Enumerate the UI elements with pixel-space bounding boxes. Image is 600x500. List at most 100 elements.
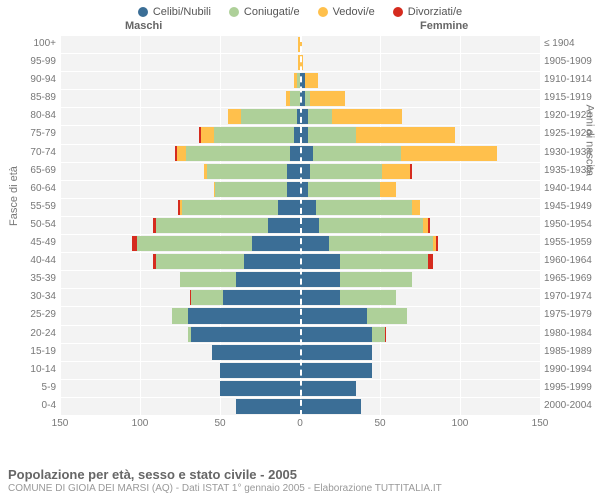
bar-segment — [156, 218, 268, 233]
bar-segment — [428, 218, 430, 233]
age-label: 100+ — [0, 36, 56, 52]
bar-segment — [401, 146, 497, 161]
bar-segment — [356, 127, 455, 142]
bar-segment — [287, 164, 300, 179]
bar-segment — [300, 236, 329, 251]
bar-segment — [252, 236, 300, 251]
population-pyramid — [60, 36, 540, 416]
birth-year-labels: ≤ 19041905-19091910-19141915-19191920-19… — [542, 36, 598, 416]
legend-item: Coniugati/e — [229, 6, 300, 18]
bar-segment — [300, 308, 367, 323]
bar-segment — [340, 254, 428, 269]
bar-segment — [305, 73, 318, 88]
birth-label: 1995-1999 — [544, 380, 600, 396]
legend-swatch — [138, 7, 148, 17]
male-label: Maschi — [125, 20, 162, 32]
birth-label: 1955-1959 — [544, 235, 600, 251]
chart-area: Fasce di età Anni di nascita 100+95-9990… — [0, 36, 600, 436]
bar-segment — [180, 272, 236, 287]
bar-segment — [212, 345, 300, 360]
female-label: Femmine — [420, 20, 468, 32]
birth-label: 1970-1974 — [544, 289, 600, 305]
bar-segment — [410, 164, 412, 179]
bar-segment — [310, 91, 345, 106]
birth-label: 1940-1944 — [544, 181, 600, 197]
age-label: 55-59 — [0, 199, 56, 215]
age-label: 45-49 — [0, 235, 56, 251]
bar-segment — [204, 164, 207, 179]
bar-segment — [300, 218, 319, 233]
legend-swatch — [318, 7, 328, 17]
bar-segment — [300, 272, 340, 287]
age-labels: 100+95-9990-9485-8980-8475-7970-7465-696… — [0, 36, 58, 416]
bar-segment — [220, 381, 300, 396]
x-tick-label: 100 — [452, 418, 469, 429]
bar-segment — [319, 218, 423, 233]
gridline — [540, 36, 541, 416]
legend-item: Divorziati/e — [393, 6, 462, 18]
bar-segment — [380, 182, 396, 197]
age-label: 20-24 — [0, 326, 56, 342]
bar-segment — [308, 127, 356, 142]
age-label: 10-14 — [0, 362, 56, 378]
bar-segment — [182, 200, 278, 215]
age-label: 5-9 — [0, 380, 56, 396]
bar-segment — [436, 236, 438, 251]
bar-segment — [300, 345, 372, 360]
bar-segment — [223, 290, 300, 305]
bar-segment — [137, 236, 252, 251]
bar-segment — [190, 290, 192, 305]
bar-segment — [191, 290, 223, 305]
bar-segment — [228, 109, 241, 124]
bar-segment — [332, 109, 402, 124]
bar-segment — [175, 146, 177, 161]
legend-label: Vedovi/e — [333, 6, 375, 18]
bar-segment — [177, 146, 187, 161]
birth-label: 1905-1909 — [544, 54, 600, 70]
age-label: 40-44 — [0, 253, 56, 269]
bar-segment — [286, 91, 291, 106]
age-label: 50-54 — [0, 217, 56, 233]
age-label: 95-99 — [0, 54, 56, 70]
chart-title: Popolazione per età, sesso e stato civil… — [8, 467, 592, 482]
bar-segment — [300, 363, 372, 378]
bar-segment — [329, 236, 433, 251]
age-label: 80-84 — [0, 108, 56, 124]
bar-segment — [367, 308, 407, 323]
age-label: 85-89 — [0, 90, 56, 106]
bar-segment — [316, 200, 412, 215]
bar-segment — [300, 254, 340, 269]
bar-segment — [236, 272, 300, 287]
bar-segment — [191, 327, 300, 342]
bar-segment — [340, 290, 396, 305]
birth-label: 1950-1954 — [544, 217, 600, 233]
bar-segment — [287, 182, 300, 197]
legend-swatch — [229, 7, 239, 17]
bar-segment — [156, 254, 244, 269]
bar-segment — [412, 200, 420, 215]
birth-label: 1925-1929 — [544, 126, 600, 142]
bar-segment — [199, 127, 201, 142]
bar-segment — [294, 73, 297, 88]
legend-item: Vedovi/e — [318, 6, 375, 18]
birth-label: 1930-1934 — [544, 145, 600, 161]
bar-segment — [215, 182, 287, 197]
bar-segment — [313, 146, 401, 161]
x-tick-label: 0 — [297, 418, 303, 429]
bar-segment — [300, 200, 316, 215]
bar-segment — [300, 327, 372, 342]
bar-segment — [310, 164, 382, 179]
bar-segment — [214, 182, 216, 197]
age-label: 65-69 — [0, 163, 56, 179]
bar-segment — [132, 236, 137, 251]
bar-segment — [178, 200, 180, 215]
birth-label: 1975-1979 — [544, 307, 600, 323]
bar-segment — [300, 290, 340, 305]
birth-label: 1960-1964 — [544, 253, 600, 269]
legend-label: Celibi/Nubili — [153, 6, 211, 18]
age-label: 35-39 — [0, 271, 56, 287]
chart-footer: Popolazione per età, sesso e stato civil… — [8, 467, 592, 494]
chart-subtitle: COMUNE DI GIOIA DEI MARSI (AQ) - Dati IS… — [8, 483, 592, 494]
bar-segment — [278, 200, 300, 215]
age-label: 15-19 — [0, 344, 56, 360]
